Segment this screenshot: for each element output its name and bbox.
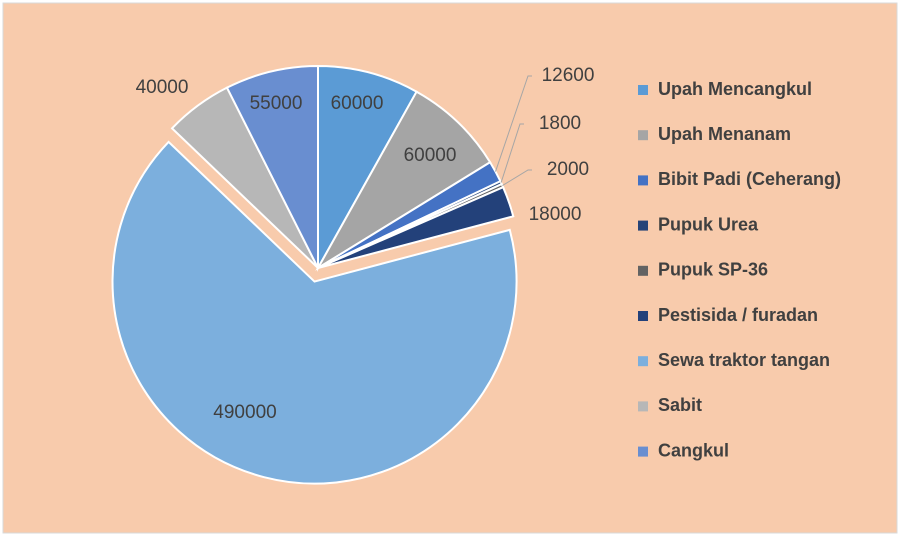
legend-label: Upah Menanam [658, 124, 791, 144]
legend-label: Cangkul [658, 440, 729, 460]
legend-swatch [638, 311, 648, 321]
legend-swatch [638, 265, 648, 276]
leader-line [502, 169, 532, 187]
legend-label: Bibit Padi (Ceherang) [658, 169, 841, 189]
pie-slice [317, 64, 418, 272]
data-label: 40000 [136, 77, 189, 98]
legend-label: Upah Mencangkul [658, 79, 812, 99]
legend-swatch [638, 85, 648, 95]
pie-slice [225, 64, 319, 269]
data-label: 1800 [539, 113, 581, 134]
pie-slice [315, 90, 492, 271]
legend-label: Pupuk Urea [658, 214, 759, 234]
legend-swatch [638, 401, 648, 412]
data-label: 18000 [529, 204, 582, 225]
legend-label: Pupuk SP-36 [658, 260, 768, 280]
data-label: 60000 [331, 93, 384, 114]
legend-label: Sabit [658, 395, 702, 415]
legend-swatch [638, 356, 648, 367]
pie-slice [111, 140, 518, 485]
legend-swatch [638, 220, 648, 231]
leader-line [495, 75, 532, 172]
data-label: 55000 [250, 93, 303, 114]
pie-slice [317, 185, 515, 269]
data-label: 2000 [547, 159, 589, 180]
legend-label: Sewa traktor tangan [658, 350, 830, 370]
legend-label: Pestisida / furadan [658, 305, 818, 325]
leader-line [500, 123, 524, 183]
data-label: 490000 [213, 402, 276, 423]
data-label: 12600 [542, 65, 595, 86]
legend-swatch [638, 130, 648, 141]
data-label: 60000 [404, 145, 457, 166]
legend-swatch [638, 175, 648, 186]
legend-swatch [638, 446, 648, 457]
